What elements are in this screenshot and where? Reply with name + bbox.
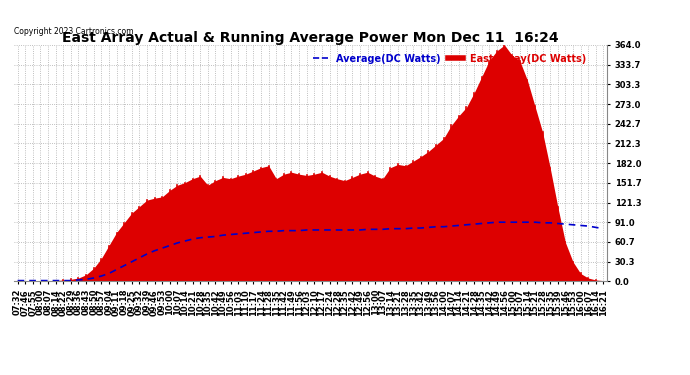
Text: Copyright 2023 Cartronics.com: Copyright 2023 Cartronics.com [14,27,133,36]
Legend: Average(DC Watts), East Array(DC Watts): Average(DC Watts), East Array(DC Watts) [309,50,591,68]
Title: East Array Actual & Running Average Power Mon Dec 11  16:24: East Array Actual & Running Average Powe… [62,31,559,45]
